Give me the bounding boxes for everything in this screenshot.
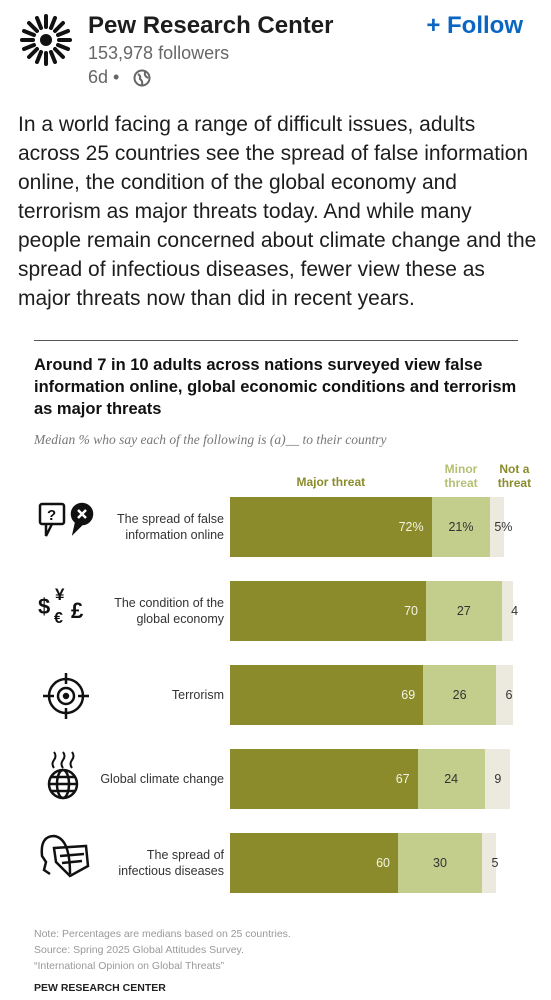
bar-segment: [426, 581, 502, 641]
value-label: 5%: [494, 520, 513, 534]
bar-segment: [501, 581, 513, 641]
bar-segment: [417, 749, 485, 809]
bar-segment: [230, 833, 398, 893]
divider: [34, 340, 518, 341]
bar-segment: [230, 749, 418, 809]
value-label: 26: [452, 688, 467, 702]
value-label: 5: [491, 856, 499, 870]
category-label: Terrorism: [171, 688, 224, 702]
category-label: The spread of false information online: [116, 512, 224, 542]
row-icons: ? $ ¥ € £: [38, 502, 94, 878]
chart-source: PEW RESEARCH CENTER: [34, 982, 166, 994]
value-label: 9: [494, 772, 502, 786]
value-label: 24: [444, 772, 459, 786]
category-label: The spread of infectious diseases: [118, 848, 224, 878]
value-label: 72%: [398, 520, 424, 534]
currency-icon: $ ¥ € £: [38, 585, 84, 627]
svg-text:€: €: [54, 610, 63, 627]
misinformation-icon: ?: [38, 502, 94, 537]
bar-segment: [398, 833, 482, 893]
svg-text:$: $: [38, 594, 50, 619]
value-label: 69: [401, 688, 416, 702]
follow-button[interactable]: + Follow: [426, 12, 523, 39]
legend-label: Not a threat: [497, 462, 532, 490]
value-label: 21%: [448, 520, 474, 534]
bar-segment: [230, 581, 426, 641]
climate-icon: [47, 751, 79, 800]
follower-count: 153,978 followers: [88, 43, 230, 63]
bar-segment: [484, 749, 510, 809]
legend-label: Minor threat: [444, 462, 478, 490]
category-label: The condition of the global economy: [114, 596, 224, 626]
bar-segment: [230, 665, 424, 725]
bar-segment: [230, 497, 432, 557]
value-label: 4: [511, 604, 519, 618]
bar-segment: [496, 665, 513, 725]
bar-segment: [482, 833, 496, 893]
value-label: 6: [505, 688, 513, 702]
target-icon: [43, 673, 89, 719]
svg-text:£: £: [71, 598, 84, 623]
bar-segment: [431, 497, 491, 557]
chart-title: Around 7 in 10 adults across nations sur…: [34, 356, 517, 418]
value-label: 60: [376, 856, 390, 870]
bar-segment: [423, 665, 496, 725]
value-label: 27: [456, 604, 471, 618]
value-label: 30: [433, 856, 447, 870]
mask-icon: [40, 834, 90, 878]
svg-text:¥: ¥: [55, 585, 65, 604]
legend-label: Major threat: [296, 475, 366, 489]
post-text: In a world facing a range of difficult i…: [18, 113, 537, 310]
note-line: Source: Spring 2025 Global Attitudes Sur…: [34, 944, 244, 956]
svg-text:?: ?: [47, 507, 56, 524]
author-name[interactable]: Pew Research Center: [88, 12, 334, 39]
note-line: “International Opinion on Global Threats…: [34, 960, 225, 972]
author-logo[interactable]: [20, 14, 72, 66]
note-line: Note: Percentages are medians based on 2…: [34, 928, 291, 940]
globe-icon: [133, 69, 151, 87]
category-label: Global climate change: [100, 772, 224, 786]
bar-segment: [490, 497, 505, 557]
chart-subtitle: Median % who say each of the following i…: [34, 432, 387, 447]
value-label: 70: [404, 604, 418, 618]
post-age: 6d •: [88, 67, 120, 87]
value-label: 67: [395, 772, 410, 786]
